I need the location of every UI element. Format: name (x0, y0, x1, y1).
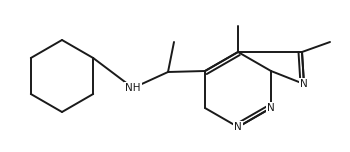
Text: N: N (267, 103, 275, 113)
Text: N: N (234, 122, 242, 132)
Text: NH: NH (125, 83, 141, 93)
Text: N: N (300, 79, 308, 89)
